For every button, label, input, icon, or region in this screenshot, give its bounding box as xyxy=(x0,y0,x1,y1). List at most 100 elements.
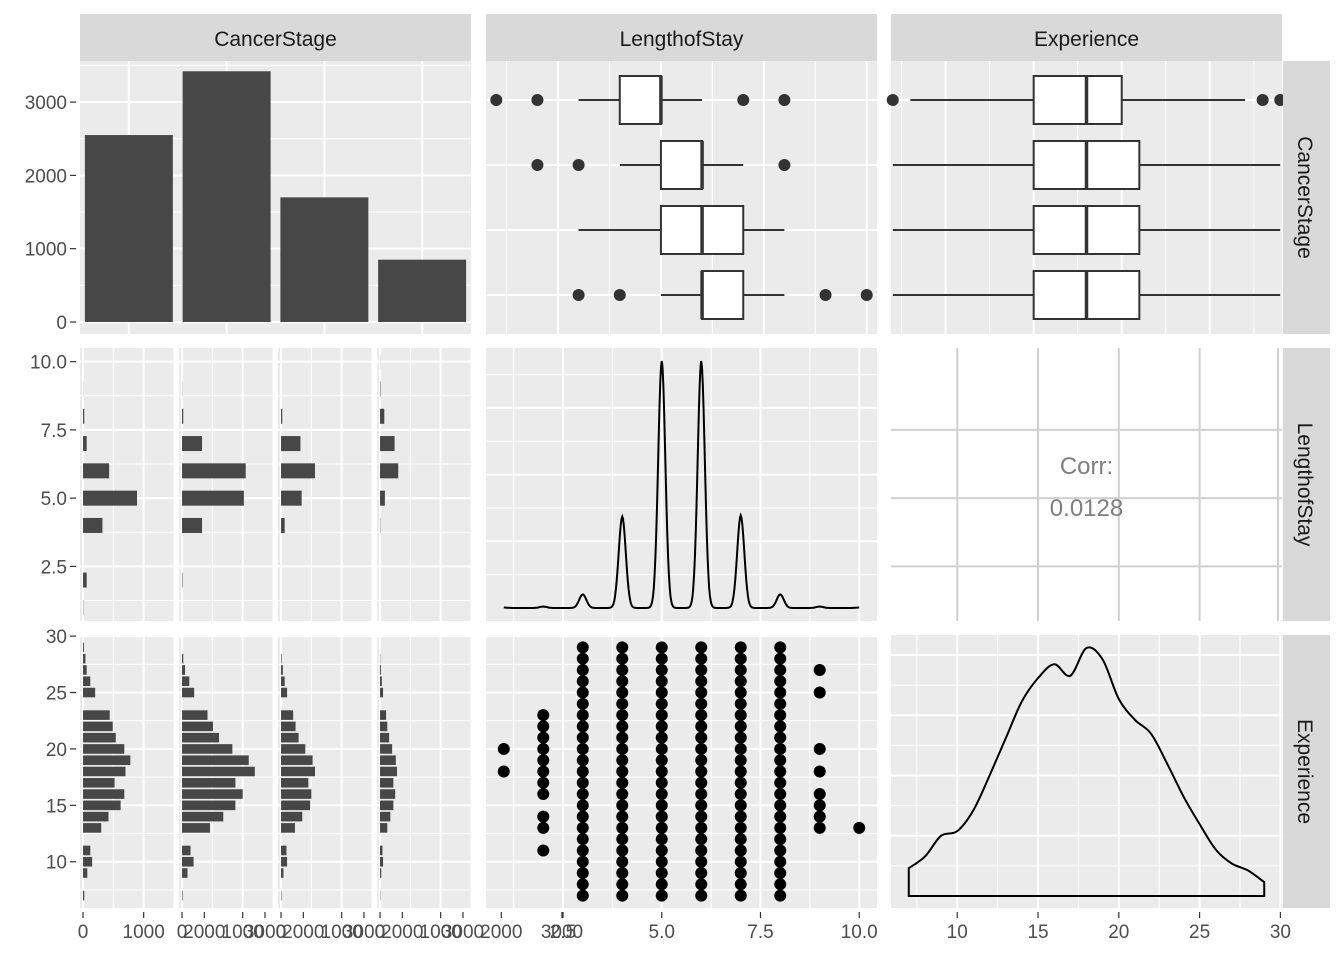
scatter-point xyxy=(576,709,589,722)
x-tick-label-count: 0 xyxy=(375,922,386,943)
scatter-point xyxy=(774,867,787,880)
scatter-point xyxy=(537,731,550,744)
hist-exp-bar xyxy=(83,890,85,901)
hist-los-bar xyxy=(83,490,138,506)
scatter-point xyxy=(655,686,668,699)
x-tick-label-count: 2000 xyxy=(282,922,324,943)
scatter-point xyxy=(734,697,747,710)
scatter-point xyxy=(813,765,826,778)
hist-exp-bar xyxy=(182,890,183,901)
x-tick-label-count: 1000 xyxy=(321,922,363,943)
outlier-point xyxy=(490,94,503,106)
hist-exp-bar xyxy=(281,856,288,867)
scatter-point xyxy=(576,878,589,891)
scatter-point xyxy=(616,788,629,801)
scatter-point xyxy=(734,765,747,778)
scatter-point xyxy=(774,720,787,733)
scatter-point xyxy=(695,799,708,812)
scatter-point xyxy=(774,799,787,812)
scatter-point xyxy=(616,697,629,710)
hist-exp-bar xyxy=(83,642,84,653)
scatter-point xyxy=(734,855,747,868)
x-tick-label-count: 3000 xyxy=(541,922,583,943)
hist-exp-bar xyxy=(182,755,249,766)
hist-exp-bar xyxy=(83,721,113,732)
panel-exp-boxplot-box-2 xyxy=(892,140,1281,190)
scatter-point xyxy=(576,652,589,665)
outlier-point xyxy=(572,289,585,301)
scatter-point xyxy=(774,833,787,846)
scatter-point xyxy=(734,867,747,880)
scatter-point xyxy=(655,765,668,778)
hist-exp-bar xyxy=(83,800,121,811)
hist-exp-bar xyxy=(281,755,313,766)
hist-exp-bar xyxy=(380,687,384,698)
scatter-point xyxy=(497,742,510,755)
scatter-point xyxy=(616,889,629,902)
scatter-point xyxy=(616,821,629,834)
scatter-point xyxy=(576,788,589,801)
hist-los-y-tick-label: 2.5 xyxy=(41,557,67,578)
scatter-point xyxy=(537,776,550,789)
hist-los-bar xyxy=(380,463,399,479)
hist-exp-bar xyxy=(83,653,86,664)
scatter-point xyxy=(576,867,589,880)
hist-exp-bar xyxy=(380,721,388,732)
x-tick-label-los: 7.5 xyxy=(747,922,773,943)
scatter-point xyxy=(774,742,787,755)
hist-los-facet-4-bg xyxy=(377,348,471,621)
hist-exp-bar xyxy=(380,665,381,675)
x-tick-label-experience: 20 xyxy=(1108,922,1129,943)
hist-exp-bar xyxy=(182,777,236,788)
scatter-point xyxy=(695,867,708,880)
bar-cancerstage-2 xyxy=(182,71,271,323)
scatter-point xyxy=(695,889,708,902)
panel-los-boxplot-box-2 xyxy=(531,140,791,190)
scatter-point xyxy=(576,765,589,778)
scatter-point xyxy=(576,776,589,789)
scatter-point xyxy=(734,652,747,665)
outlier-point xyxy=(531,159,544,171)
hist-exp-bar xyxy=(380,811,391,822)
hist-exp-bar xyxy=(182,687,195,698)
strips-layer: CancerStage LengthofStay Experience Canc… xyxy=(80,14,1330,908)
scatter-point xyxy=(774,686,787,699)
scatter-point xyxy=(774,697,787,710)
scatter-point xyxy=(734,720,747,733)
hist-los-bar xyxy=(182,436,203,452)
scatter-point xyxy=(537,821,550,834)
box-iqr xyxy=(1032,75,1123,125)
scatter-point xyxy=(853,821,866,834)
hist-exp-bar xyxy=(83,777,115,788)
hist-exp-bar xyxy=(281,721,296,732)
scatter-point xyxy=(734,663,747,676)
scatter-point xyxy=(576,731,589,744)
scatter-point xyxy=(576,855,589,868)
scatter-point xyxy=(655,776,668,789)
scatter-point xyxy=(774,788,787,801)
scatter-point xyxy=(616,878,629,891)
hist-los-facet-1-bg xyxy=(80,348,174,621)
hist-los-bar xyxy=(380,490,385,506)
scatter-point xyxy=(537,765,550,778)
hist-los-bar xyxy=(83,572,87,588)
hist-exp-bar xyxy=(281,789,312,799)
hist-los-bar xyxy=(83,463,110,479)
density-line-los xyxy=(503,360,860,609)
hist-los-bar xyxy=(281,436,301,452)
scatter-point xyxy=(774,889,787,902)
scatter-point xyxy=(734,641,747,654)
outlier-point xyxy=(860,289,873,301)
hist-los-bar xyxy=(182,490,244,506)
hist-exp-bar xyxy=(380,755,396,766)
scatter-point xyxy=(695,776,708,789)
hist-exp-bar xyxy=(281,665,283,675)
scatter-point xyxy=(813,663,826,676)
x-tick-label-experience: 25 xyxy=(1189,922,1210,943)
scatter-point xyxy=(655,878,668,891)
hist-los-bar xyxy=(182,463,246,479)
scatter-point xyxy=(774,652,787,665)
panel-los-boxplot-box-1 xyxy=(490,75,791,125)
scatter-point xyxy=(616,641,629,654)
hist-exp-bar xyxy=(281,653,282,664)
